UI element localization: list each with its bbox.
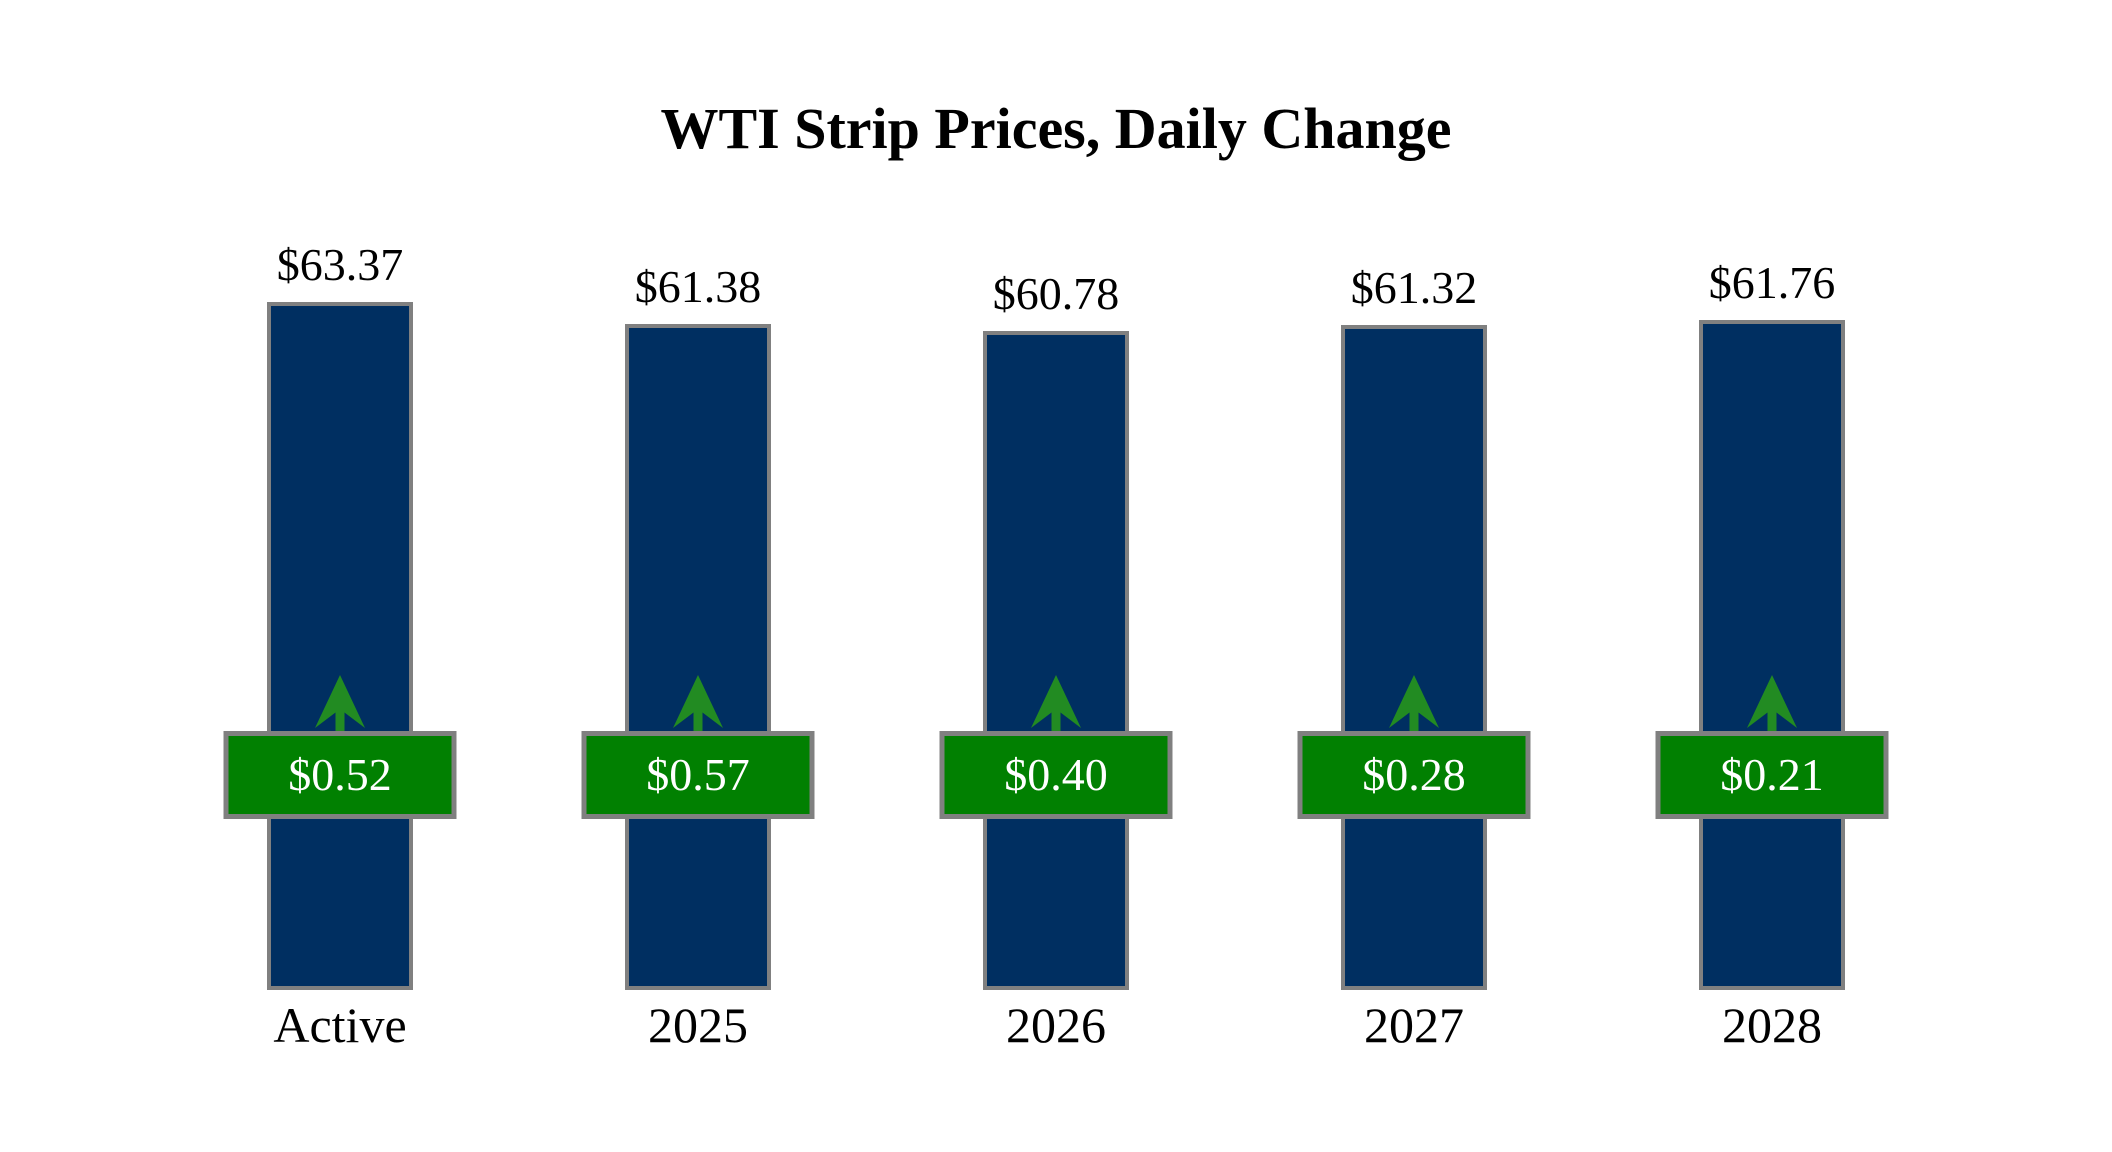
up-arrow-icon: [314, 675, 366, 732]
bar: [983, 331, 1129, 990]
category-label: Active: [273, 997, 407, 1053]
bar-group-2026: $60.78 $0.40 2026: [877, 0, 1235, 1152]
up-arrow-icon: [672, 675, 724, 732]
bar: [625, 324, 771, 990]
category-label: 2026: [1006, 997, 1106, 1053]
bar-value-label: $61.76: [1708, 257, 1836, 308]
bar-group-2028: $61.76 $0.21 2028: [1593, 0, 1951, 1152]
bar-value-label: $63.37: [276, 239, 404, 290]
up-arrow-icon: [1388, 675, 1440, 732]
daily-change-badge: $0.40: [939, 731, 1173, 819]
bar: [1341, 325, 1487, 990]
category-label: 2028: [1722, 997, 1822, 1053]
category-label: 2025: [648, 997, 748, 1053]
bar-value-label: $61.38: [634, 261, 762, 312]
bar-value-label: $61.32: [1350, 262, 1478, 313]
bar: [267, 302, 413, 990]
bar: [1699, 320, 1845, 990]
bar-group-2025: $61.38 $0.57 2025: [519, 0, 877, 1152]
bar-group-2027: $61.32 $0.28 2027: [1235, 0, 1593, 1152]
daily-change-badge: $0.57: [581, 731, 815, 819]
chart-title: WTI Strip Prices, Daily Change: [660, 96, 1452, 161]
up-arrow-icon: [1030, 675, 1082, 732]
daily-change-badge: $0.21: [1655, 731, 1889, 819]
bar-value-label: $60.78: [992, 268, 1120, 319]
up-arrow-icon: [1746, 675, 1798, 732]
category-label: 2027: [1364, 997, 1464, 1053]
daily-change-badge: $0.52: [223, 731, 457, 819]
daily-change-badge: $0.28: [1297, 731, 1531, 819]
bar-group-active: $63.37 $0.52 Active: [161, 0, 519, 1152]
